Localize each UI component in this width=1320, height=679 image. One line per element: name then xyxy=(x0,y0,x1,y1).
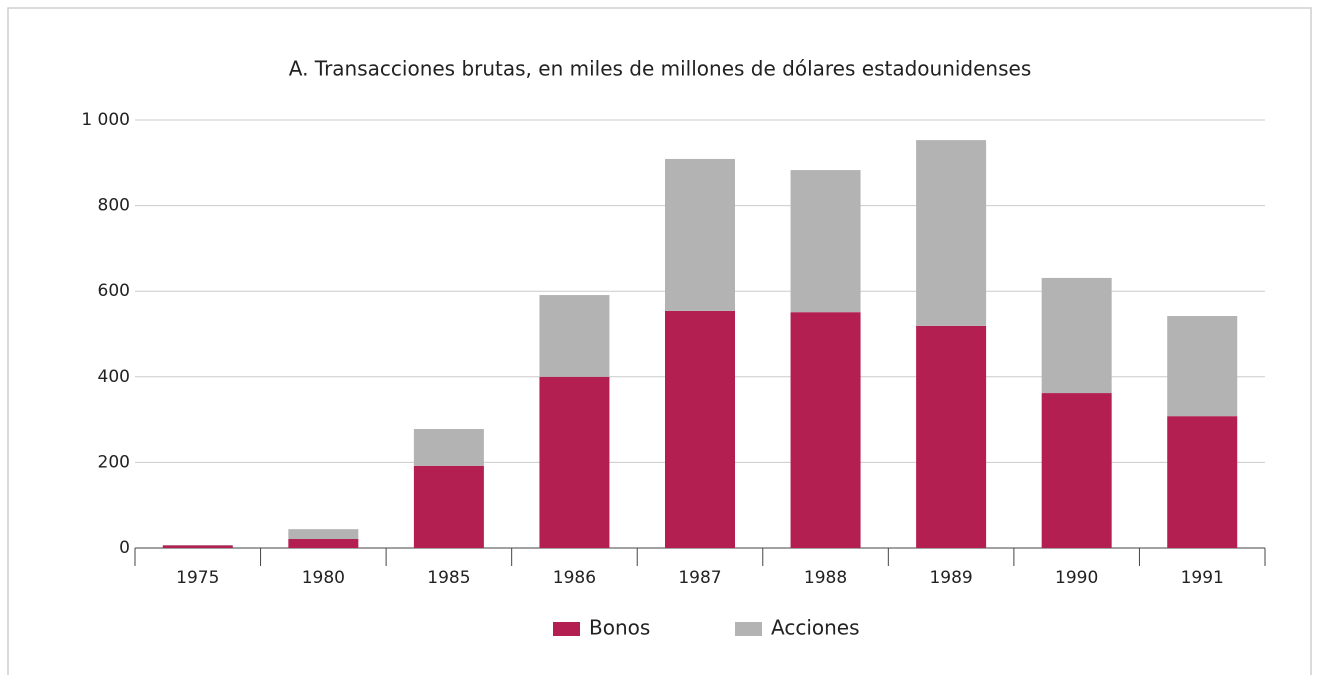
legend-swatch xyxy=(553,622,580,636)
x-tick-label: 1989 xyxy=(929,568,972,588)
bar-segment xyxy=(414,429,484,466)
y-tick-label: 1 000 xyxy=(81,110,130,130)
bar-segment xyxy=(665,311,735,548)
bar-segment xyxy=(1042,278,1112,393)
bar-segment xyxy=(288,529,358,539)
legend-swatch xyxy=(735,622,762,636)
bar-segment xyxy=(539,295,609,377)
legend-label: Acciones xyxy=(771,616,860,640)
bar-segment xyxy=(1167,316,1237,416)
y-tick-label: 600 xyxy=(98,281,130,301)
bar-segment xyxy=(414,466,484,548)
y-tick-label: 200 xyxy=(98,452,130,472)
x-tick-label: 1990 xyxy=(1055,568,1098,588)
x-tick-label: 1985 xyxy=(427,568,470,588)
bar-segment xyxy=(1167,416,1237,548)
bar-segment xyxy=(916,326,986,548)
bar-segment xyxy=(791,312,861,548)
x-tick-label: 1988 xyxy=(804,568,847,588)
bar-segment xyxy=(539,377,609,548)
x-tick-label: 1987 xyxy=(678,568,721,588)
y-tick-label: 400 xyxy=(98,367,130,387)
bar-segment xyxy=(791,170,861,312)
bar-segment xyxy=(665,159,735,311)
x-tick-label: 1986 xyxy=(553,568,596,588)
legend-label: Bonos xyxy=(589,616,650,640)
x-tick-label: 1991 xyxy=(1181,568,1224,588)
x-tick-label: 1975 xyxy=(176,568,219,588)
bar-segment xyxy=(288,539,358,548)
bar-segment xyxy=(1042,393,1112,548)
x-tick-label: 1980 xyxy=(302,568,345,588)
y-tick-label: 800 xyxy=(98,196,130,216)
chart-title: A. Transacciones brutas, en miles de mil… xyxy=(289,57,1032,81)
bar-segment xyxy=(916,140,986,326)
y-tick-label: 0 xyxy=(119,538,130,558)
bar-segment xyxy=(163,545,233,548)
